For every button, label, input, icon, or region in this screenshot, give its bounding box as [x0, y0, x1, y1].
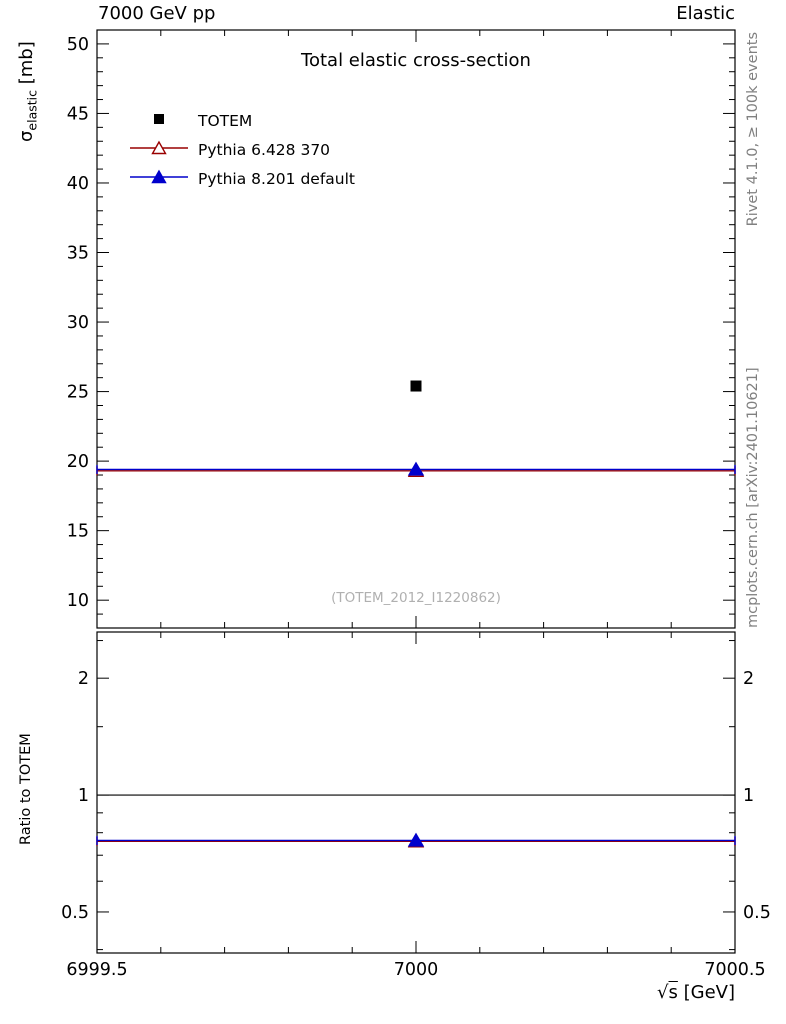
- analysis-watermark: (TOTEM_2012_I1220862): [331, 590, 501, 606]
- x-tick-label: 7000.5: [704, 960, 765, 980]
- pythia6-triangle-glyph: [151, 140, 167, 154]
- plot-title: Total elastic cross-section: [301, 50, 531, 71]
- x-tick-label: 6999.5: [66, 960, 127, 980]
- y-axis-unit: [mb]: [16, 41, 37, 90]
- ratio-tick-label-left: 2: [78, 669, 89, 689]
- y-main-tick-label: 25: [67, 383, 89, 403]
- totem-data-point: [410, 380, 422, 392]
- ratio-tick-label-right: 0.5: [743, 903, 771, 923]
- ratio-tick-label-left: 1: [78, 786, 89, 806]
- header-process-label: Elastic: [676, 3, 735, 24]
- ratio-panel-frame: [96, 631, 736, 954]
- legend-item-pythia6: Pythia 6.428 370: [128, 135, 355, 164]
- mcplots-reference-note: mcplots.cern.ch [arXiv:2401.10621]: [745, 367, 761, 628]
- sigma-subscript: elastic: [24, 89, 40, 131]
- legend-label-pythia8: Pythia 8.201 default: [198, 169, 355, 188]
- y-main-tick-label: 30: [67, 313, 89, 333]
- y-main-tick-label: 45: [67, 104, 89, 124]
- sigma-symbol: σ: [16, 130, 37, 142]
- y-axis-label-ratio: Ratio to TOTEM: [18, 733, 34, 845]
- rivet-version-note: Rivet 4.1.0, ≥ 100k events: [745, 32, 761, 226]
- ratio-tick-label-right: 1: [743, 786, 754, 806]
- x-tick-label: 7000: [394, 960, 439, 980]
- y-main-tick-label: 20: [67, 452, 89, 472]
- y-main-tick-label: 35: [67, 244, 89, 264]
- y-main-tick-label: 50: [67, 35, 89, 55]
- ratio-tick-label-right: 2: [743, 669, 754, 689]
- legend-label-totem: TOTEM: [198, 111, 253, 130]
- series-marker: [407, 461, 425, 476]
- legend: TOTEM Pythia 6.428 370 Pythia 8.201 defa…: [128, 106, 355, 193]
- header-beam-label: 7000 GeV pp: [98, 3, 216, 24]
- totem-marker-icon: [128, 110, 190, 132]
- pythia8-triangle-glyph: [151, 169, 167, 183]
- series-marker: [407, 832, 425, 847]
- pythia8-marker-icon: [128, 168, 190, 190]
- y-main-tick-label: 15: [67, 522, 89, 542]
- y-main-tick-label: 10: [67, 591, 89, 611]
- totem-square-glyph: [154, 113, 164, 124]
- legend-item-pythia8: Pythia 8.201 default: [128, 164, 355, 193]
- y-axis-label-main: σelastic [mb]: [16, 41, 40, 142]
- ratio-tick-label-left: 0.5: [61, 903, 89, 923]
- sqrt-symbol: √: [657, 982, 669, 1003]
- legend-label-pythia6: Pythia 6.428 370: [198, 140, 331, 159]
- pythia6-marker-icon: [128, 139, 190, 161]
- y-main-tick-label: 40: [67, 174, 89, 194]
- legend-item-totem: TOTEM: [128, 106, 355, 135]
- x-axis-unit: [GeV]: [677, 982, 735, 1003]
- x-axis-label: √s [GeV]: [657, 982, 735, 1003]
- sqrt-s: s: [668, 982, 678, 1003]
